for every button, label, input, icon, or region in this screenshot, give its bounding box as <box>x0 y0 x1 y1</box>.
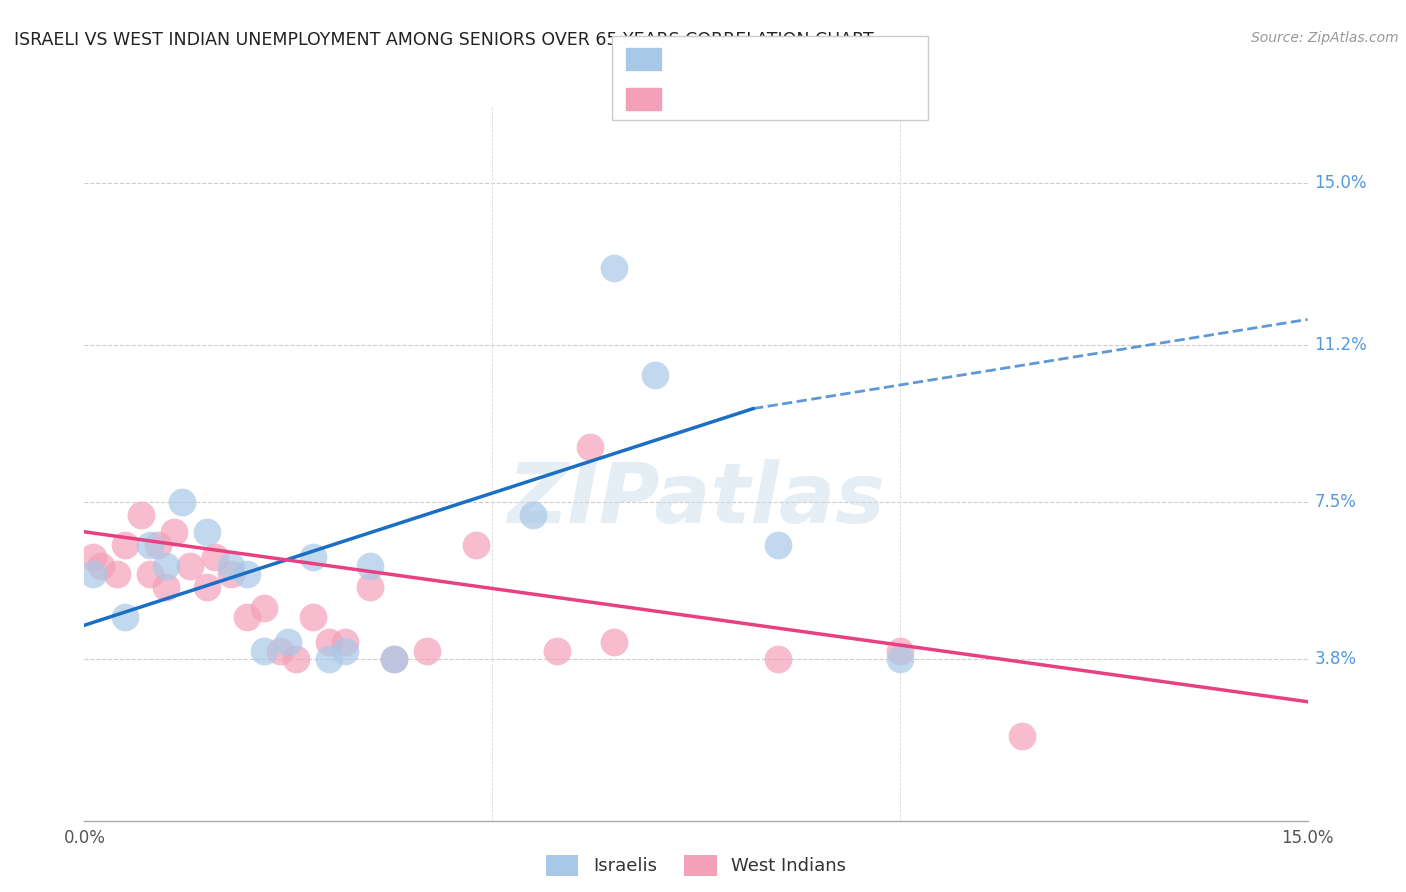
Point <box>335 635 357 649</box>
Point <box>522 508 544 522</box>
Point <box>464 537 486 551</box>
Point <box>269 644 291 658</box>
Text: 20: 20 <box>827 51 849 69</box>
Point <box>195 580 218 594</box>
Legend: Israelis, West Indians: Israelis, West Indians <box>538 847 853 883</box>
Point <box>82 550 104 565</box>
Point <box>318 635 340 649</box>
Text: R =: R = <box>671 51 711 69</box>
Point <box>138 537 160 551</box>
Point <box>382 652 405 666</box>
Point <box>114 537 136 551</box>
Point <box>131 508 153 522</box>
Point <box>163 524 186 539</box>
Point <box>277 635 299 649</box>
Point <box>195 524 218 539</box>
Point <box>416 644 439 658</box>
Point <box>301 550 323 565</box>
Point <box>285 652 308 666</box>
Point <box>114 609 136 624</box>
Point <box>359 558 381 573</box>
Point <box>301 609 323 624</box>
Point <box>766 537 789 551</box>
Point <box>318 652 340 666</box>
Point <box>204 550 226 565</box>
Text: Source: ZipAtlas.com: Source: ZipAtlas.com <box>1251 31 1399 45</box>
Point <box>253 644 276 658</box>
Point <box>889 644 911 658</box>
Point <box>138 567 160 582</box>
Text: ISRAELI VS WEST INDIAN UNEMPLOYMENT AMONG SENIORS OVER 65 YEARS CORRELATION CHAR: ISRAELI VS WEST INDIAN UNEMPLOYMENT AMON… <box>14 31 873 49</box>
Point <box>889 652 911 666</box>
Point <box>603 261 626 276</box>
Text: ZIPatlas: ZIPatlas <box>508 459 884 540</box>
Point <box>766 652 789 666</box>
Point <box>603 635 626 649</box>
Text: N =: N = <box>775 90 823 108</box>
Point <box>236 567 259 582</box>
Point <box>644 368 666 382</box>
Text: 7.5%: 7.5% <box>1315 493 1357 511</box>
Point <box>579 440 602 454</box>
Point <box>359 580 381 594</box>
Point <box>82 567 104 582</box>
Point <box>335 644 357 658</box>
Point <box>236 609 259 624</box>
Point <box>219 558 242 573</box>
Text: 11.2%: 11.2% <box>1315 336 1368 354</box>
Point <box>172 495 194 509</box>
Point <box>146 537 169 551</box>
Text: 15.0%: 15.0% <box>1315 175 1367 193</box>
Point <box>219 567 242 582</box>
Point <box>155 580 177 594</box>
Point <box>1011 729 1033 743</box>
Text: 0.350: 0.350 <box>718 51 770 69</box>
Text: 30: 30 <box>827 90 849 108</box>
Text: 3.8%: 3.8% <box>1315 650 1357 668</box>
Text: R =: R = <box>671 90 707 108</box>
Text: N =: N = <box>775 51 823 69</box>
Point <box>90 558 112 573</box>
Point <box>179 558 201 573</box>
Point <box>155 558 177 573</box>
Point <box>546 644 568 658</box>
Point <box>253 601 276 615</box>
Point <box>105 567 128 582</box>
Text: -0.339: -0.339 <box>710 90 769 108</box>
Point <box>382 652 405 666</box>
